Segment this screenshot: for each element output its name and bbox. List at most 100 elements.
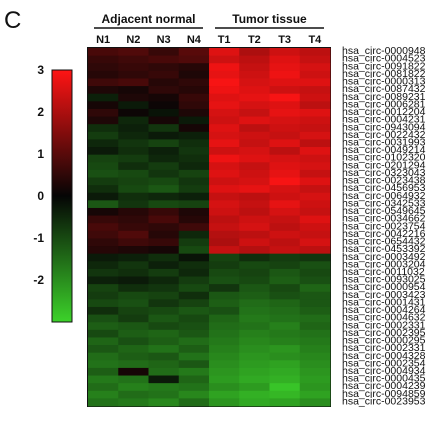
row-label: hsa_circ-0093025	[342, 274, 426, 286]
heatmap-cell	[88, 101, 119, 110]
heatmap-cell	[299, 284, 331, 293]
heatmap-cell	[209, 177, 240, 186]
row-label: hsa_circ-0549645	[342, 205, 426, 217]
heatmap-cell	[118, 398, 149, 407]
heatmap-cell	[269, 169, 301, 178]
heatmap-cell	[299, 86, 331, 95]
row-label: hsa_circ-0031993	[342, 137, 426, 149]
heatmap-cell	[88, 116, 119, 125]
heatmap-cell	[299, 268, 331, 277]
heatmap-cell	[88, 124, 119, 133]
heatmap-cell	[178, 70, 210, 79]
heatmap-cell	[299, 154, 331, 163]
heatmap-cell	[118, 131, 149, 140]
heatmap-cell	[118, 268, 149, 277]
heatmap-cell	[269, 390, 301, 399]
heatmap-cell	[148, 390, 180, 399]
heatmap-cell	[239, 147, 270, 156]
heatmap-cell	[178, 177, 210, 186]
heatmap-cell	[239, 192, 270, 201]
heatmap-cell	[148, 383, 180, 392]
heatmap-cell	[88, 253, 119, 262]
heatmap-cell	[118, 147, 149, 156]
heatmap-cell	[88, 360, 119, 369]
heatmap-cell	[209, 284, 240, 293]
colorbar-tick-label: 3	[37, 63, 44, 77]
heatmap-cell	[209, 276, 240, 285]
heatmap-cell	[88, 291, 119, 300]
heatmap-cell	[178, 169, 210, 178]
heatmap-cell	[299, 223, 331, 232]
row-label: hsa_circ-0081822	[342, 68, 426, 80]
row-label: hsa_circ-0000954	[342, 281, 426, 293]
heatmap-cell	[269, 70, 301, 79]
heatmap-cell	[209, 322, 240, 331]
heatmap-cell	[148, 284, 180, 293]
heatmap-cell	[239, 169, 270, 178]
heatmap-cell	[88, 177, 119, 186]
row-label: hsa_circ-0094859	[342, 388, 426, 400]
row-label: hsa_circ-0023953	[342, 395, 426, 407]
heatmap-cell	[269, 223, 301, 232]
heatmap-cell	[269, 261, 301, 270]
heatmap-cell	[88, 207, 119, 216]
heatmap-cell	[178, 215, 210, 224]
heatmap-cell	[299, 162, 331, 171]
heatmap-cell	[148, 238, 180, 247]
heatmap-cell	[178, 314, 210, 323]
heatmap-cell	[209, 383, 240, 392]
heatmap-cell	[269, 108, 301, 117]
heatmap-cell	[178, 139, 210, 148]
heatmap-cell	[239, 246, 270, 255]
heatmap-cell	[148, 306, 180, 315]
heatmap-cell	[118, 322, 149, 331]
heatmap-cell	[148, 360, 180, 369]
heatmap-cell	[118, 238, 149, 247]
heatmap-cell	[239, 322, 270, 331]
heatmap-cell	[269, 360, 301, 369]
heatmap-cell	[269, 276, 301, 285]
heatmap-cell	[88, 63, 119, 72]
heatmap-cell	[148, 314, 180, 323]
heatmap-cell	[118, 276, 149, 285]
heatmap-cell	[239, 63, 270, 72]
row-label: hsa_circ-0004239	[342, 380, 426, 392]
heatmap-cell	[148, 78, 180, 87]
heatmap-cell	[88, 352, 119, 361]
heatmap-cell	[178, 185, 210, 194]
heatmap-cell	[209, 253, 240, 262]
heatmap-cell	[269, 207, 301, 216]
heatmap-cell	[239, 375, 270, 384]
heatmap-cell	[88, 246, 119, 255]
row-label: hsa_circ-0064932	[342, 190, 426, 202]
colorbar-tick-label: 0	[37, 189, 44, 203]
heatmap-cell	[178, 192, 210, 201]
row-label: hsa_circ-0004328	[342, 350, 426, 362]
heatmap-cell	[148, 139, 180, 148]
row-label: hsa_circ-0201294	[342, 159, 426, 171]
heatmap-cell	[178, 306, 210, 315]
heatmap-cell	[239, 185, 270, 194]
heatmap-cell	[239, 116, 270, 125]
heatmap-cell	[178, 337, 210, 346]
heatmap-cells	[87, 47, 331, 407]
heatmap-cell	[269, 329, 301, 338]
heatmap-cell	[299, 345, 331, 354]
heatmap-cell	[118, 55, 149, 64]
heatmap-cell	[118, 299, 149, 308]
heatmap-cell	[269, 192, 301, 201]
heatmap-cell	[148, 124, 180, 133]
heatmap-cell	[299, 398, 331, 407]
heatmap-cell	[209, 169, 240, 178]
heatmap-cell	[178, 322, 210, 331]
heatmap-cell	[178, 329, 210, 338]
heatmap-cell	[239, 314, 270, 323]
heatmap-cell	[209, 329, 240, 338]
heatmap-cell	[269, 78, 301, 87]
row-label: hsa_circ-0002331	[342, 342, 426, 354]
heatmap-cell	[209, 200, 240, 209]
heatmap-cell	[269, 162, 301, 171]
group-label: Adjacent normal	[101, 12, 195, 26]
row-label: hsa_circ-0000313	[342, 76, 426, 88]
heatmap-cell	[118, 223, 149, 232]
